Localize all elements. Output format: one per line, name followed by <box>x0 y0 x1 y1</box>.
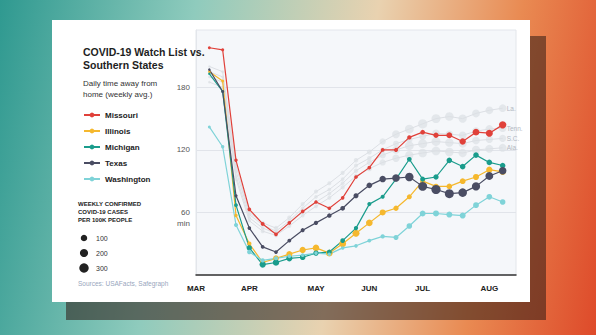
svg-text:Daily time away from: Daily time away from <box>83 79 159 88</box>
svg-text:home (weekly avg.): home (weekly avg.) <box>83 90 153 99</box>
svg-text:Tenn.: Tenn. <box>507 125 523 132</box>
svg-text:Ala.: Ala. <box>507 144 518 151</box>
svg-text:MAR: MAR <box>187 284 205 293</box>
svg-text:120: 120 <box>177 145 191 154</box>
svg-text:PER 100K PEOPLE: PER 100K PEOPLE <box>78 217 132 223</box>
svg-text:Texas: Texas <box>105 159 128 168</box>
svg-text:MAY: MAY <box>307 284 325 293</box>
svg-text:Sources: USAFacts, Safegraph: Sources: USAFacts, Safegraph <box>78 280 169 288</box>
svg-text:min: min <box>177 219 190 228</box>
svg-text:Illinois: Illinois <box>105 127 131 136</box>
svg-text:Washington: Washington <box>105 175 151 184</box>
svg-text:200: 200 <box>96 250 108 257</box>
svg-text:JUL: JUL <box>415 284 430 293</box>
svg-text:Southern States: Southern States <box>83 59 164 71</box>
svg-text:JUN: JUN <box>361 284 377 293</box>
svg-text:WEEKLY CONFIRMED: WEEKLY CONFIRMED <box>78 201 142 207</box>
svg-text:Missouri: Missouri <box>105 111 138 120</box>
svg-text:Michigan: Michigan <box>105 143 140 152</box>
svg-text:60: 60 <box>181 208 190 217</box>
svg-text:COVID-19 Watch List vs.: COVID-19 Watch List vs. <box>83 46 207 58</box>
svg-text:300: 300 <box>96 265 108 272</box>
svg-text:COVID-19 CASES: COVID-19 CASES <box>78 209 128 215</box>
svg-text:AUG: AUG <box>480 284 498 293</box>
svg-text:180: 180 <box>177 83 191 92</box>
svg-text:100: 100 <box>96 235 108 242</box>
svg-text:S.C.: S.C. <box>507 135 520 142</box>
svg-text:APR: APR <box>241 284 258 293</box>
svg-text:La.: La. <box>507 105 516 112</box>
